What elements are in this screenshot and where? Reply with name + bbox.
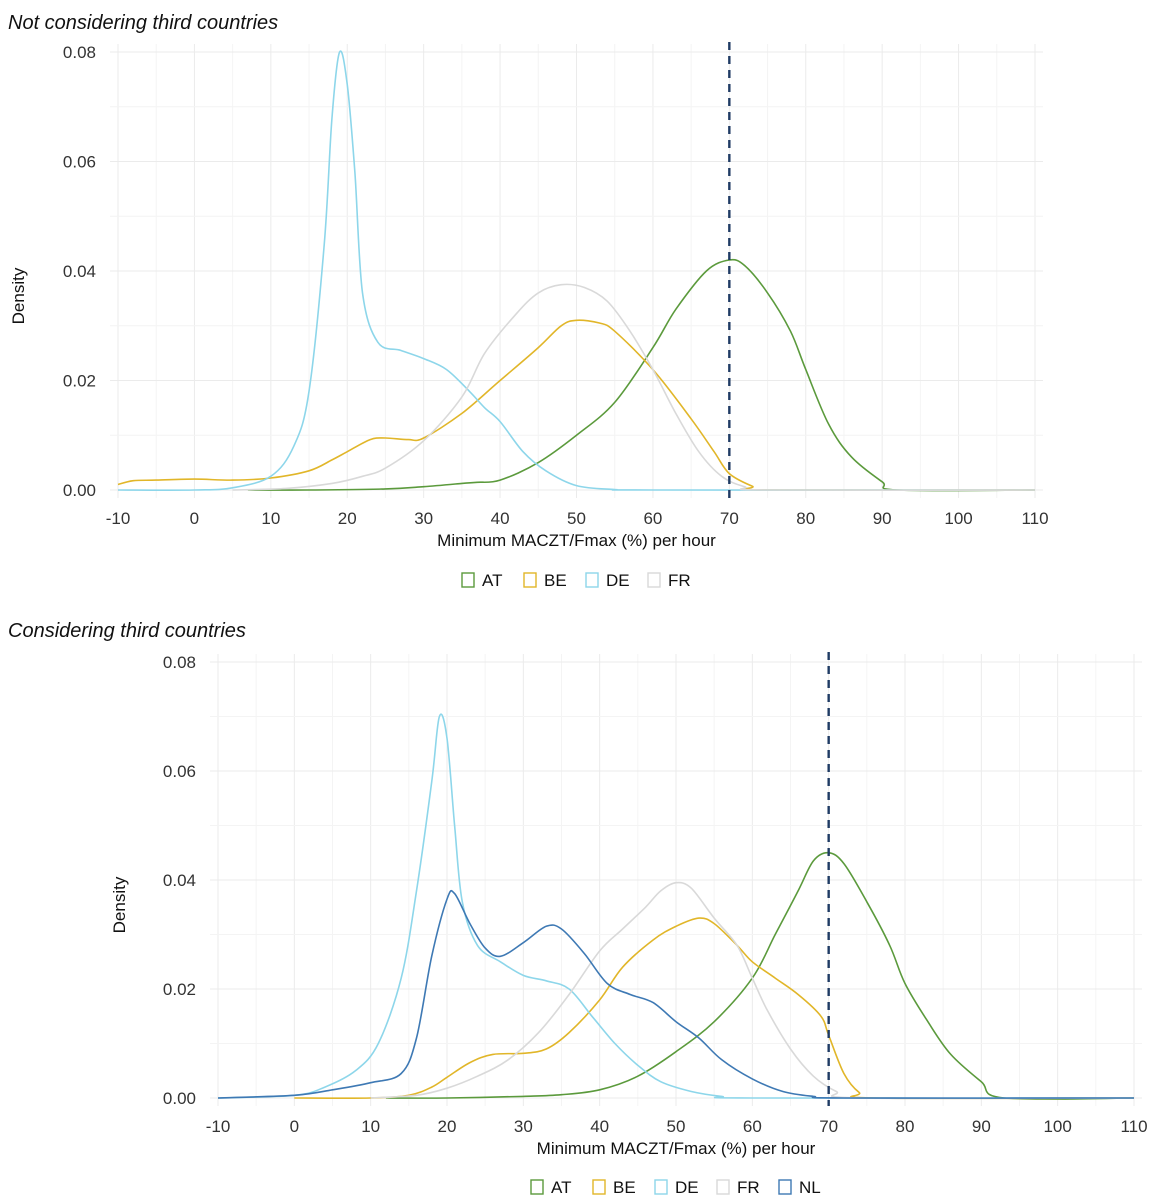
series-line-de xyxy=(217,713,1135,1099)
x-tick-label: 60 xyxy=(643,509,662,528)
x-tick-label: 10 xyxy=(361,1117,380,1136)
legend-label-nl: NL xyxy=(799,1178,821,1197)
density-chart-top: -10 0 10 20 30 40 50 60 70 80 90 100 110 0.00 0.02 0.04… xyxy=(9,42,1049,590)
y-tick-label: 0.06 xyxy=(63,153,96,172)
x-tick-label: 70 xyxy=(819,1117,838,1136)
grid xyxy=(210,654,1142,1106)
x-tick-label: 60 xyxy=(743,1117,762,1136)
panel-title-top: Not considering third countries xyxy=(8,12,279,34)
y-tick-label: 0.00 xyxy=(163,1089,196,1108)
x-tick-label: 70 xyxy=(720,509,739,528)
x-tick-label: 0 xyxy=(290,1117,299,1136)
x-tick-label: 0 xyxy=(190,509,199,528)
x-tick-label: 100 xyxy=(944,509,972,528)
y-tick-label: 0.04 xyxy=(163,871,196,890)
legend-label-fr: FR xyxy=(668,571,691,590)
legend-label-be: BE xyxy=(544,571,567,590)
legend-key-at xyxy=(530,1179,544,1195)
x-tick-label: 50 xyxy=(667,1117,686,1136)
x-tick-label: 80 xyxy=(896,1117,915,1136)
legend-label-at: AT xyxy=(482,571,502,590)
series-line-at xyxy=(385,851,1135,1100)
y-axis-label: Density xyxy=(110,876,129,933)
legend-key-fr xyxy=(647,572,661,588)
series-line-fr xyxy=(232,283,1036,492)
x-tick-label: 40 xyxy=(491,509,510,528)
series-line-nl xyxy=(217,889,1135,1099)
legend-label-de: DE xyxy=(675,1178,699,1197)
x-tick-label: -10 xyxy=(106,509,131,528)
y-axis-label: Density xyxy=(9,267,28,324)
series-line-fr xyxy=(370,881,1135,1100)
legend-label-de: DE xyxy=(606,571,630,590)
legend-key-de xyxy=(585,572,599,588)
y-tick-label: 0.04 xyxy=(63,262,96,281)
series-line-de xyxy=(117,50,1036,491)
y-tick-label: 0.08 xyxy=(163,653,196,672)
grid xyxy=(110,44,1043,498)
x-tick-label: 30 xyxy=(414,509,433,528)
x-tick-label: 20 xyxy=(338,509,357,528)
legend-key-be xyxy=(592,1179,606,1195)
legend-label-fr: FR xyxy=(737,1178,760,1197)
x-tick-label: -10 xyxy=(206,1117,231,1136)
x-tick-label: 20 xyxy=(438,1117,457,1136)
y-tick-label: 0.06 xyxy=(163,762,196,781)
legend-key-fr xyxy=(716,1179,730,1195)
y-tick-label: 0.00 xyxy=(63,481,96,500)
x-tick-label: 100 xyxy=(1043,1117,1071,1136)
x-axis-label: Minimum MACZT/Fmax (%) per hour xyxy=(437,531,716,550)
panel-title-bottom: Considering third countries xyxy=(8,620,246,642)
x-tick-label: 10 xyxy=(261,509,280,528)
legend: AT BE DE FR NL xyxy=(530,1178,821,1197)
x-tick-label: 90 xyxy=(972,1117,991,1136)
legend-key-de xyxy=(654,1179,668,1195)
x-tick-label: 80 xyxy=(796,509,815,528)
series-line-at xyxy=(247,258,1036,492)
y-tick-label: 0.02 xyxy=(63,372,96,391)
x-tick-label: 50 xyxy=(567,509,586,528)
legend-key-nl xyxy=(778,1179,792,1195)
x-tick-label: 30 xyxy=(514,1117,533,1136)
legend-label-be: BE xyxy=(613,1178,636,1197)
series-line-be xyxy=(294,917,1135,1100)
legend-key-be xyxy=(523,572,537,588)
series-line-be xyxy=(117,319,1036,492)
x-tick-label: 90 xyxy=(873,509,892,528)
x-tick-label: 110 xyxy=(1021,509,1048,528)
y-tick-label: 0.08 xyxy=(63,43,96,62)
legend: AT BE DE FR xyxy=(461,571,691,590)
y-tick-label: 0.02 xyxy=(163,980,196,999)
legend-key-at xyxy=(461,572,475,588)
x-tick-label: 40 xyxy=(590,1117,609,1136)
x-tick-label: 110 xyxy=(1120,1117,1147,1136)
x-axis-label: Minimum MACZT/Fmax (%) per hour xyxy=(537,1139,816,1158)
legend-label-at: AT xyxy=(551,1178,571,1197)
